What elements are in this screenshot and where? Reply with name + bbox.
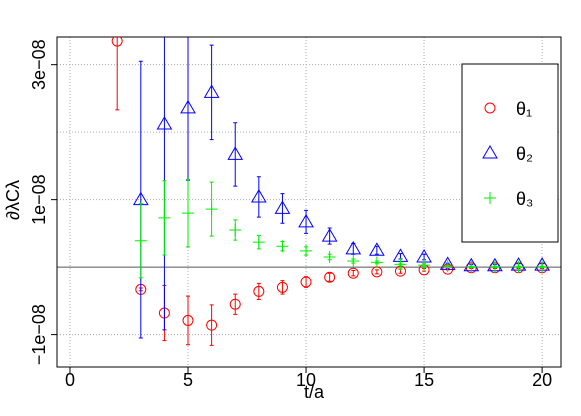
marker [441,260,454,273]
error-bar [351,269,356,277]
y-axis-label: ∂λCλ [3,180,23,220]
marker [298,213,314,228]
plot-area [111,37,550,346]
marker [345,240,362,255]
marker [274,200,291,214]
marker [536,260,549,273]
error-bar [256,282,261,301]
marker [227,146,244,160]
error-bar [374,245,379,255]
marker [205,203,218,216]
marker [252,236,265,249]
error-bar [422,253,427,261]
marker [182,314,194,326]
marker [276,281,288,293]
marker [182,207,195,220]
x-tick-label: 10 [296,370,316,390]
x-tick-label: 5 [183,370,193,390]
marker [465,260,478,273]
error-bar [304,209,309,234]
y-tick-label: 3e−08 [29,39,49,90]
legend-marker [482,145,498,159]
marker [321,228,338,242]
marker [156,116,173,130]
x-axis-label: t/a [304,382,325,402]
marker [206,319,218,331]
legend-label: θ₂ [516,144,533,164]
marker [347,255,360,268]
plot-frame [56,36,562,368]
error-bar [138,60,143,339]
error-bar [304,276,309,288]
error-bar [374,269,379,275]
marker [203,84,220,98]
error-bar [233,293,238,315]
error-bar [186,37,191,181]
error-bar [280,280,285,295]
marker [300,276,312,288]
marker [134,234,147,247]
marker [229,224,242,237]
marker [370,256,383,269]
marker [158,211,171,224]
marker [488,260,501,273]
marker [324,271,336,283]
marker [276,240,289,253]
y-tick-label: −1e−08 [29,304,49,365]
marker [512,260,525,273]
marker [180,99,196,114]
error-bar [115,37,120,111]
error-bar [398,253,403,260]
marker [253,285,265,297]
marker [418,259,431,272]
error-bar [209,304,214,346]
legend-box [461,63,559,243]
error-bar [162,37,167,331]
legend-label: θ₁ [516,99,532,119]
error-bar [280,193,285,224]
error-bar [327,227,332,245]
marker [229,298,241,310]
x-tick-label: 0 [65,370,75,390]
marker [111,37,123,47]
marker [250,188,267,203]
error-bar [233,122,238,187]
legend-marker [484,192,496,204]
marker [368,242,385,256]
error-bar [209,44,214,141]
legend-label: θ₃ [516,189,533,209]
y-tick-label: 1e−08 [29,174,49,225]
error-bar [186,295,191,346]
error-bar [256,176,261,218]
error-bar [327,272,332,282]
marker [394,258,407,271]
x-tick-label: 15 [414,370,434,390]
legend-marker [484,102,496,114]
marker [323,251,336,263]
marker [347,267,359,279]
marker [300,244,313,257]
x-tick-label: 20 [532,370,552,390]
